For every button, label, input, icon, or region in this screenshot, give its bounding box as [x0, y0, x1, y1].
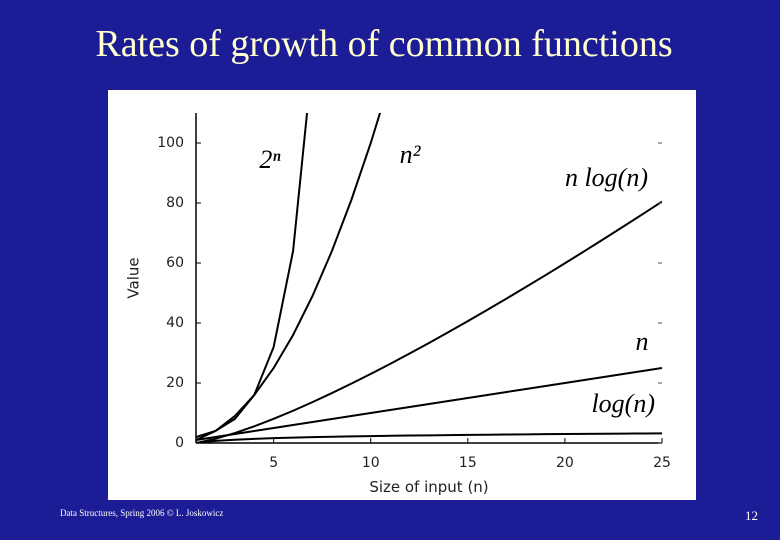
x-tick-label: 20: [556, 455, 574, 471]
page-number: 12: [745, 508, 758, 523]
x-axis-label: Size of input (n): [369, 478, 488, 496]
curve-label: n²: [400, 140, 422, 169]
y-axis-label: Value: [125, 257, 143, 298]
y-tick-label: 20: [166, 375, 184, 391]
x-tick-label: 10: [362, 455, 380, 471]
plot-area: [196, 113, 662, 443]
slide-title: Rates of growth of common functions: [95, 23, 672, 65]
curve-label: 2ⁿ: [259, 145, 281, 174]
y-tick-label: 60: [166, 255, 184, 271]
y-tick-label: 80: [166, 195, 184, 211]
footer: Data Structures, Spring 2006 © L. Joskow…: [60, 508, 223, 518]
x-tick-label: 15: [459, 455, 477, 471]
y-tick-label: 100: [157, 135, 184, 151]
y-tick-label: 0: [175, 435, 184, 451]
x-tick-label: 5: [269, 455, 278, 471]
series-line: [196, 367, 662, 441]
y-tick-label: 40: [166, 315, 184, 331]
curve-label: n log(n): [565, 163, 648, 192]
curve-label: log(n): [591, 389, 655, 418]
series-line: [196, 200, 662, 443]
x-tick-label: 25: [653, 455, 671, 471]
series-line: [196, 113, 382, 441]
curve-label: n: [636, 327, 649, 356]
chart-panel: [108, 90, 696, 500]
